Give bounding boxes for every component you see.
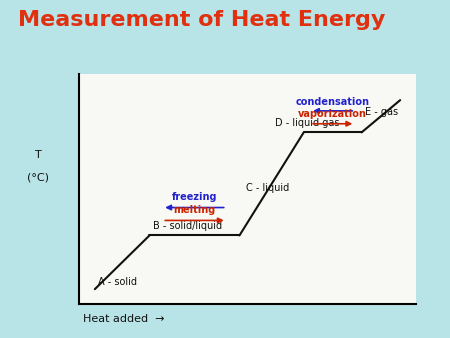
- Text: T: T: [35, 150, 41, 160]
- Text: condensation: condensation: [296, 97, 370, 106]
- Text: Measurement of Heat Energy: Measurement of Heat Energy: [18, 10, 385, 30]
- Text: B - solid/liquid: B - solid/liquid: [153, 221, 222, 231]
- Text: freezing: freezing: [172, 192, 217, 202]
- Text: E - gas: E - gas: [365, 107, 398, 117]
- Text: D - liquid gas: D - liquid gas: [275, 118, 339, 128]
- Text: Heat added  →: Heat added →: [83, 314, 165, 324]
- Text: C - liquid: C - liquid: [246, 183, 289, 193]
- Text: melting: melting: [173, 205, 216, 215]
- Text: A - solid: A - solid: [98, 277, 137, 287]
- Text: (°C): (°C): [27, 173, 49, 183]
- Text: vaporization: vaporization: [298, 110, 367, 119]
